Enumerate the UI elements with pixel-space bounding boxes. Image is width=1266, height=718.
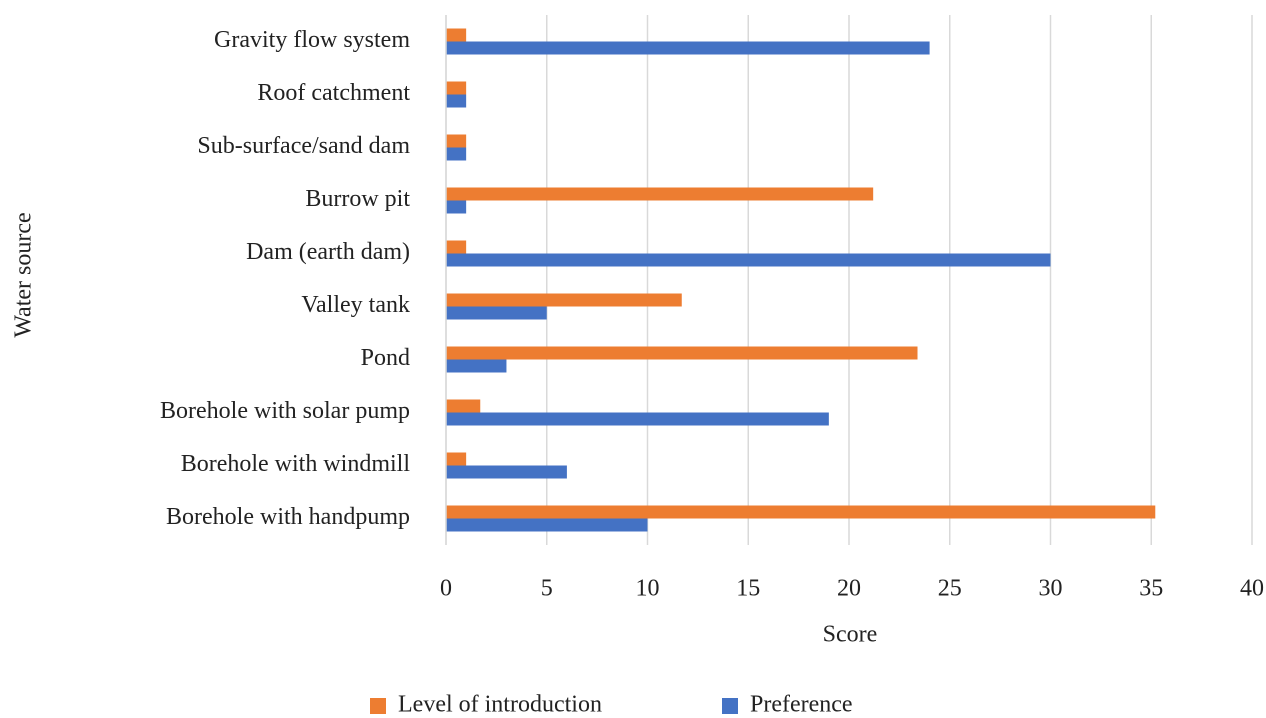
bar [446, 81, 467, 95]
y-tick-label: Valley tank [301, 292, 410, 318]
bar [446, 187, 874, 201]
y-tick-label: Roof catchment [257, 80, 410, 106]
bar [446, 399, 481, 413]
legend-swatch [722, 698, 738, 714]
bar [446, 465, 567, 479]
x-axis-label: Score [823, 622, 878, 648]
x-tick-label: 0 [440, 576, 452, 602]
bar [446, 359, 507, 373]
legend-swatch [370, 698, 386, 714]
y-tick-label: Borehole with handpump [166, 504, 410, 530]
y-tick-label: Gravity flow system [214, 27, 410, 53]
x-tick-label: 40 [1240, 576, 1264, 602]
legend-label: Preference [750, 692, 853, 718]
bar [446, 306, 547, 320]
bar [446, 412, 829, 426]
y-tick-label: Borehole with solar pump [160, 398, 410, 424]
y-tick-label: Borehole with windmill [181, 451, 411, 477]
y-axis-label: Water source [11, 212, 37, 337]
bar [446, 28, 467, 42]
bar [446, 253, 1051, 267]
y-tick-label: Dam (earth dam) [246, 239, 410, 265]
bar [446, 41, 930, 55]
y-tick-label: Sub-surface/sand dam [197, 133, 410, 159]
bar [446, 293, 682, 307]
bar [446, 94, 467, 108]
x-tick-label: 30 [1039, 576, 1063, 602]
bar [446, 505, 1156, 519]
bar [446, 240, 467, 254]
y-tick-label: Burrow pit [305, 186, 410, 212]
x-tick-label: 10 [636, 576, 660, 602]
bar [446, 518, 648, 532]
x-tick-label: 20 [837, 576, 861, 602]
y-tick-label: Pond [361, 345, 410, 371]
legend-label: Level of introduction [398, 692, 602, 718]
bar [446, 452, 467, 466]
x-tick-label: 25 [938, 576, 962, 602]
bar [446, 147, 467, 161]
bar [446, 134, 467, 148]
x-tick-label: 5 [541, 576, 553, 602]
bar [446, 346, 918, 360]
x-tick-label: 15 [736, 576, 760, 602]
x-tick-label: 35 [1139, 576, 1163, 602]
bar [446, 200, 467, 214]
